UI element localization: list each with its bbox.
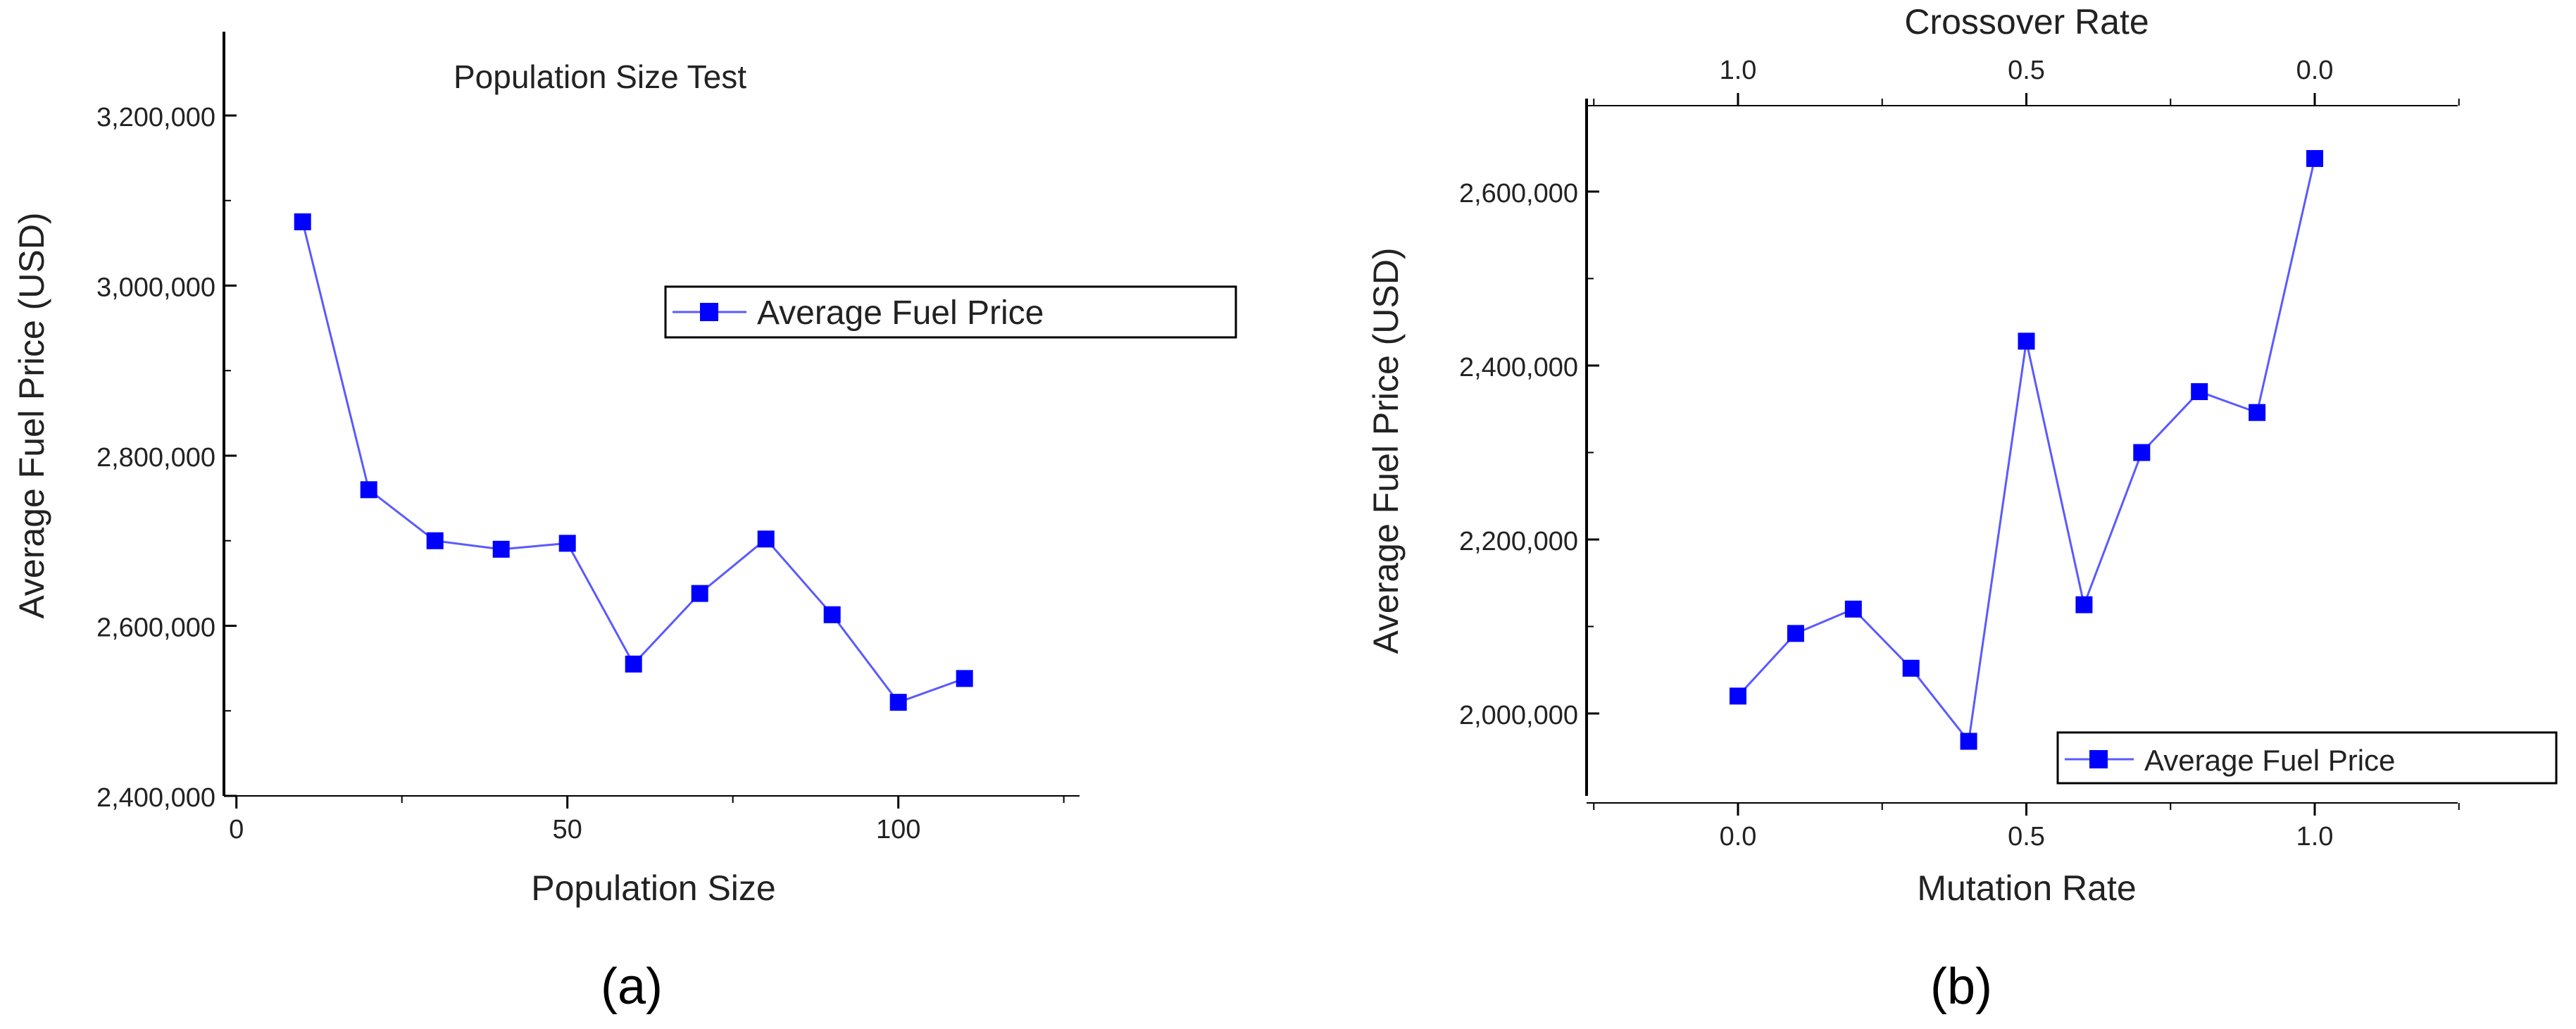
chart-b-x-ticks: 0.0 0.5 1.0	[1593, 803, 2460, 852]
chart-b-series-line	[1737, 158, 2316, 744]
chart-b-point	[1730, 687, 1746, 705]
chart-b-top-tick-label: 1.0	[1720, 56, 1757, 85]
chart-a: Population Size Test 2,400,0002,600,0002…	[12, 32, 1237, 1015]
chart-b-points	[1730, 150, 2323, 750]
chart-a-point	[360, 481, 377, 499]
chart-b-point	[2249, 404, 2266, 421]
chart-b-legend-label: Average Fuel Price	[2144, 744, 2395, 777]
chart-a-legend-label: Average Fuel Price	[757, 294, 1044, 332]
chart-b-y-tick-label: 2,600,000	[1459, 179, 1578, 208]
chart-a-legend-marker	[700, 303, 718, 321]
chart-a-legend-box	[664, 285, 1237, 339]
chart-b-x-tick-label: 0.5	[2008, 822, 2045, 852]
chart-a-y-ticks: 2,400,000 2,600,000 2,800,000 3,000,000 3,20…	[96, 103, 237, 813]
chart-b-legend-marker	[2089, 750, 2108, 768]
chart-a-panel-label: (a)	[601, 959, 663, 1015]
chart-a-point	[625, 655, 642, 673]
chart-b-top-ticks: 1.0 0.5 0.0	[1593, 56, 2460, 106]
chart-b-point	[2018, 332, 2035, 350]
chart-b-y-label: Average Fuel Price (USD)	[1366, 247, 1406, 654]
chart-a-y-tick-label: 3,200,000	[96, 103, 215, 132]
chart-b-x-tick-label: 0.0	[1720, 822, 1757, 852]
chart-b-top-axis-label: Crossover Rate	[1904, 2, 2149, 42]
chart-b-point	[1844, 600, 1862, 618]
chart-a-point	[823, 606, 841, 623]
chart-a-point	[294, 213, 311, 230]
chart-b-point	[2191, 383, 2208, 401]
chart-a-title: Population Size Test	[454, 58, 746, 95]
chart-b-top-tick-label: 0.5	[2008, 56, 2045, 85]
chart-b-legend: Average Fuel Price	[2056, 731, 2558, 785]
chart-b-y-tick-label: 2,200,000	[1459, 527, 1578, 556]
chart-a-point	[426, 532, 444, 549]
chart-a-y-tick-label: 2,400,000	[96, 783, 215, 813]
chart-a-x-ticks: 0 50 100	[229, 796, 1065, 844]
chart-a-legend: Average Fuel Price	[664, 285, 1237, 339]
chart-a-points	[294, 213, 973, 711]
chart-a-y-tick-label: 2,800,000	[96, 443, 215, 473]
chart-a-point	[691, 585, 708, 602]
chart-b-panel-label: (b)	[1930, 959, 1992, 1015]
chart-a-y-tick-label: 2,600,000	[96, 613, 215, 643]
chart-b-legend-box	[2056, 731, 2558, 785]
chart-b-point	[2075, 596, 2093, 613]
chart-b-point	[1902, 659, 1920, 677]
chart-a-point	[757, 530, 775, 548]
chart-a-point	[558, 535, 576, 552]
chart-b-point	[2133, 444, 2151, 461]
chart-b-point	[2306, 150, 2323, 168]
chart-b-y-tick-label: 2,400,000	[1459, 353, 1578, 382]
chart-a-point	[956, 670, 973, 687]
chart-b-x-label: Mutation Rate	[1917, 868, 2136, 908]
chart-a-x-label: Population Size	[531, 868, 775, 908]
chart-a-x-tick-label: 50	[553, 815, 582, 844]
chart-b-y-ticks: 2,000,000 2,200,000 2,400,000 2,600,000	[1459, 179, 1599, 730]
chart-a-x-tick-label: 0	[229, 815, 244, 844]
chart-a-point	[889, 694, 907, 711]
chart-a-point	[492, 540, 510, 558]
chart-a-x-tick-label: 100	[876, 815, 920, 844]
chart-b: 2,000,000 2,200,000 2,400,000 2,600,000 0.0…	[1366, 2, 2558, 1015]
chart-b-point	[1960, 732, 1977, 750]
chart-a-y-label: Average Fuel Price (USD)	[12, 212, 51, 618]
chart-a-y-tick-label: 3,000,000	[96, 273, 215, 303]
chart-b-x-tick-label: 1.0	[2296, 822, 2334, 852]
chart-b-top-tick-label: 0.0	[2296, 56, 2334, 85]
chart-b-point	[1787, 625, 1804, 642]
chart-b-y-tick-label: 2,000,000	[1459, 701, 1578, 730]
